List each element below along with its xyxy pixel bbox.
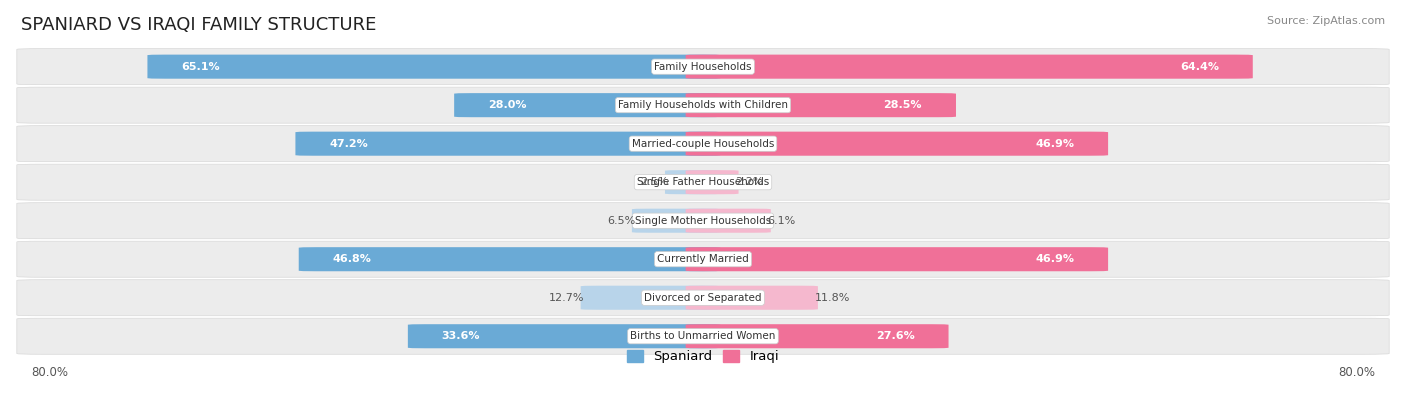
- Text: 28.0%: 28.0%: [488, 100, 527, 110]
- FancyBboxPatch shape: [686, 209, 770, 233]
- FancyBboxPatch shape: [686, 247, 1108, 271]
- Text: 80.0%: 80.0%: [31, 366, 67, 379]
- Text: SPANIARD VS IRAQI FAMILY STRUCTURE: SPANIARD VS IRAQI FAMILY STRUCTURE: [21, 16, 377, 34]
- Text: Single Father Households: Single Father Households: [637, 177, 769, 187]
- Text: Family Households with Children: Family Households with Children: [619, 100, 787, 110]
- FancyBboxPatch shape: [298, 247, 720, 271]
- Text: 46.9%: 46.9%: [1035, 139, 1074, 149]
- FancyBboxPatch shape: [686, 132, 1108, 156]
- Text: Single Mother Households: Single Mother Households: [636, 216, 770, 226]
- Text: 2.2%: 2.2%: [735, 177, 763, 187]
- FancyBboxPatch shape: [686, 170, 738, 194]
- FancyBboxPatch shape: [581, 286, 720, 310]
- FancyBboxPatch shape: [686, 93, 956, 117]
- Text: 12.7%: 12.7%: [548, 293, 585, 303]
- FancyBboxPatch shape: [686, 324, 949, 348]
- Text: 28.5%: 28.5%: [883, 100, 922, 110]
- FancyBboxPatch shape: [686, 55, 1253, 79]
- FancyBboxPatch shape: [665, 170, 720, 194]
- FancyBboxPatch shape: [17, 280, 1389, 316]
- Text: 2.5%: 2.5%: [640, 177, 669, 187]
- Text: Births to Unmarried Women: Births to Unmarried Women: [630, 331, 776, 341]
- Text: 64.4%: 64.4%: [1180, 62, 1219, 71]
- FancyBboxPatch shape: [17, 318, 1389, 354]
- Text: 11.8%: 11.8%: [814, 293, 849, 303]
- Text: 65.1%: 65.1%: [181, 62, 219, 71]
- Text: 6.1%: 6.1%: [768, 216, 796, 226]
- Text: 6.5%: 6.5%: [607, 216, 636, 226]
- Text: Source: ZipAtlas.com: Source: ZipAtlas.com: [1267, 16, 1385, 26]
- FancyBboxPatch shape: [17, 203, 1389, 239]
- Text: Married-couple Households: Married-couple Households: [631, 139, 775, 149]
- Legend: Spaniard, Iraqi: Spaniard, Iraqi: [623, 346, 783, 367]
- FancyBboxPatch shape: [631, 209, 720, 233]
- FancyBboxPatch shape: [17, 241, 1389, 277]
- Text: 46.9%: 46.9%: [1035, 254, 1074, 264]
- FancyBboxPatch shape: [454, 93, 720, 117]
- FancyBboxPatch shape: [17, 164, 1389, 200]
- Text: Family Households: Family Households: [654, 62, 752, 71]
- FancyBboxPatch shape: [17, 87, 1389, 123]
- FancyBboxPatch shape: [295, 132, 720, 156]
- Text: Divorced or Separated: Divorced or Separated: [644, 293, 762, 303]
- Text: 47.2%: 47.2%: [329, 139, 368, 149]
- Text: 80.0%: 80.0%: [1339, 366, 1375, 379]
- FancyBboxPatch shape: [686, 286, 818, 310]
- FancyBboxPatch shape: [17, 126, 1389, 162]
- Text: 27.6%: 27.6%: [876, 331, 915, 341]
- FancyBboxPatch shape: [408, 324, 720, 348]
- Text: 46.8%: 46.8%: [333, 254, 371, 264]
- FancyBboxPatch shape: [17, 49, 1389, 85]
- FancyBboxPatch shape: [148, 55, 720, 79]
- Text: Currently Married: Currently Married: [657, 254, 749, 264]
- Text: 33.6%: 33.6%: [441, 331, 481, 341]
